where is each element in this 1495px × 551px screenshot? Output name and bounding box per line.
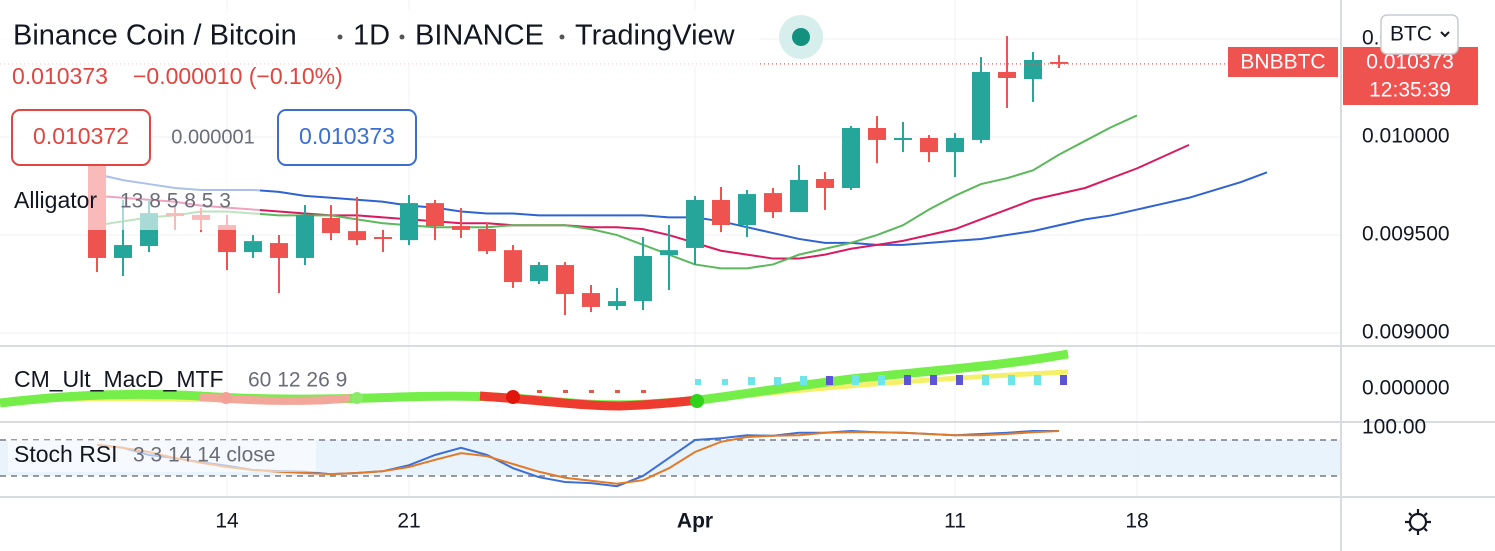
candle-body <box>400 203 418 241</box>
cross-dot <box>506 390 520 404</box>
price-change: −0.000010 (−0.10%) <box>133 63 343 89</box>
currency-button[interactable] <box>1380 14 1459 55</box>
histogram-dots <box>826 375 1067 385</box>
interval: 1D <box>353 20 390 52</box>
candle-body <box>504 250 522 283</box>
candle-body <box>582 293 600 307</box>
candle-body <box>946 138 964 153</box>
indicator-line <box>96 114 1138 270</box>
candle-body <box>1024 59 1042 79</box>
candle-body <box>738 194 756 226</box>
candle-body <box>920 138 938 153</box>
separator <box>399 34 405 40</box>
separator <box>337 34 343 40</box>
indicator-name[interactable]: CM_Ult_MacD_MTF <box>14 366 224 392</box>
candle-body <box>114 245 132 258</box>
candle-body <box>764 193 782 213</box>
countdown: 12:35:39 <box>1369 79 1451 102</box>
x-tick-label: 11 <box>944 510 966 533</box>
cross-dot <box>220 392 232 404</box>
y-tick-label: 0.000000 <box>1362 377 1450 400</box>
exchange: BINANCE <box>415 20 544 52</box>
x-tick-label: Apr <box>677 510 713 533</box>
candle-body <box>686 199 704 248</box>
candle-body <box>972 71 990 140</box>
candle-body <box>322 217 340 234</box>
indicator-params: 3 3 14 14 close <box>133 444 275 467</box>
buy-button[interactable] <box>277 109 417 166</box>
candle-body <box>712 199 730 226</box>
candle-body <box>270 243 288 258</box>
source: TradingView <box>575 20 736 52</box>
y-tick-label: 0.009000 <box>1362 321 1450 344</box>
indicator-line <box>96 143 1190 260</box>
indicator-params: 13 8 5 8 5 3 <box>120 190 231 213</box>
candle-body <box>478 228 496 252</box>
candle-body <box>348 231 366 241</box>
candle-body <box>790 179 808 213</box>
candle-body <box>842 128 860 188</box>
settings-gear[interactable] <box>1405 509 1431 535</box>
macd-plot <box>0 349 1069 411</box>
separator <box>559 34 565 40</box>
sell-button[interactable] <box>11 109 151 166</box>
candle-body <box>894 138 912 140</box>
histogram-dots <box>695 375 1041 385</box>
last-price: 0.010373 <box>12 63 108 89</box>
histogram-dots <box>537 390 646 393</box>
x-tick-label: 21 <box>397 510 420 533</box>
ticker-text: BNBBTC <box>1240 51 1325 74</box>
candle-body <box>1050 61 1068 64</box>
candle-body <box>868 128 886 140</box>
candle-body <box>244 241 262 253</box>
plot <box>0 36 1340 488</box>
indicator-name[interactable]: Alligator <box>14 187 97 213</box>
y-tick-label: 100.00 <box>1362 416 1426 439</box>
x-tick-label: 14 <box>215 510 239 533</box>
candle-body <box>998 71 1016 79</box>
last-price-label <box>1343 47 1478 105</box>
candle-body <box>634 256 652 302</box>
last-price-text: 0.010373 <box>1366 51 1454 74</box>
candle-body <box>374 236 392 239</box>
candle-body <box>660 250 678 256</box>
candle-body <box>556 265 574 295</box>
candle-body <box>608 301 626 306</box>
x-tick-label: 18 <box>1125 510 1148 533</box>
cross-dot <box>351 392 363 404</box>
indicator-line <box>96 171 1268 246</box>
candle-body <box>816 178 834 188</box>
symbol-name: Binance Coin / Bitcoin <box>13 20 297 52</box>
indicator-name[interactable]: Stoch RSI <box>14 441 118 467</box>
y-tick-label: 0.010000 <box>1362 125 1450 148</box>
legend-backdrop <box>8 440 316 472</box>
candle-body <box>452 226 470 230</box>
cross-dot <box>690 394 704 408</box>
dropdown-arrow <box>1440 31 1450 38</box>
candle-body <box>296 215 314 258</box>
macd-line-down <box>479 391 699 411</box>
candle-body <box>530 265 548 282</box>
sell-price: 0.010372 <box>33 123 129 149</box>
currency: BTC <box>1390 23 1432 46</box>
ticker-label <box>1228 47 1338 77</box>
buy-price: 0.010373 <box>299 123 395 149</box>
candle-body <box>218 225 236 253</box>
candle-body <box>426 203 444 227</box>
legend-backdrop <box>0 10 760 66</box>
indicator-params: 60 12 26 9 <box>248 369 347 392</box>
spread: 0.000001 <box>171 126 254 148</box>
market-status-dot <box>792 28 810 46</box>
y-tick-label: 0.009500 <box>1362 223 1450 246</box>
